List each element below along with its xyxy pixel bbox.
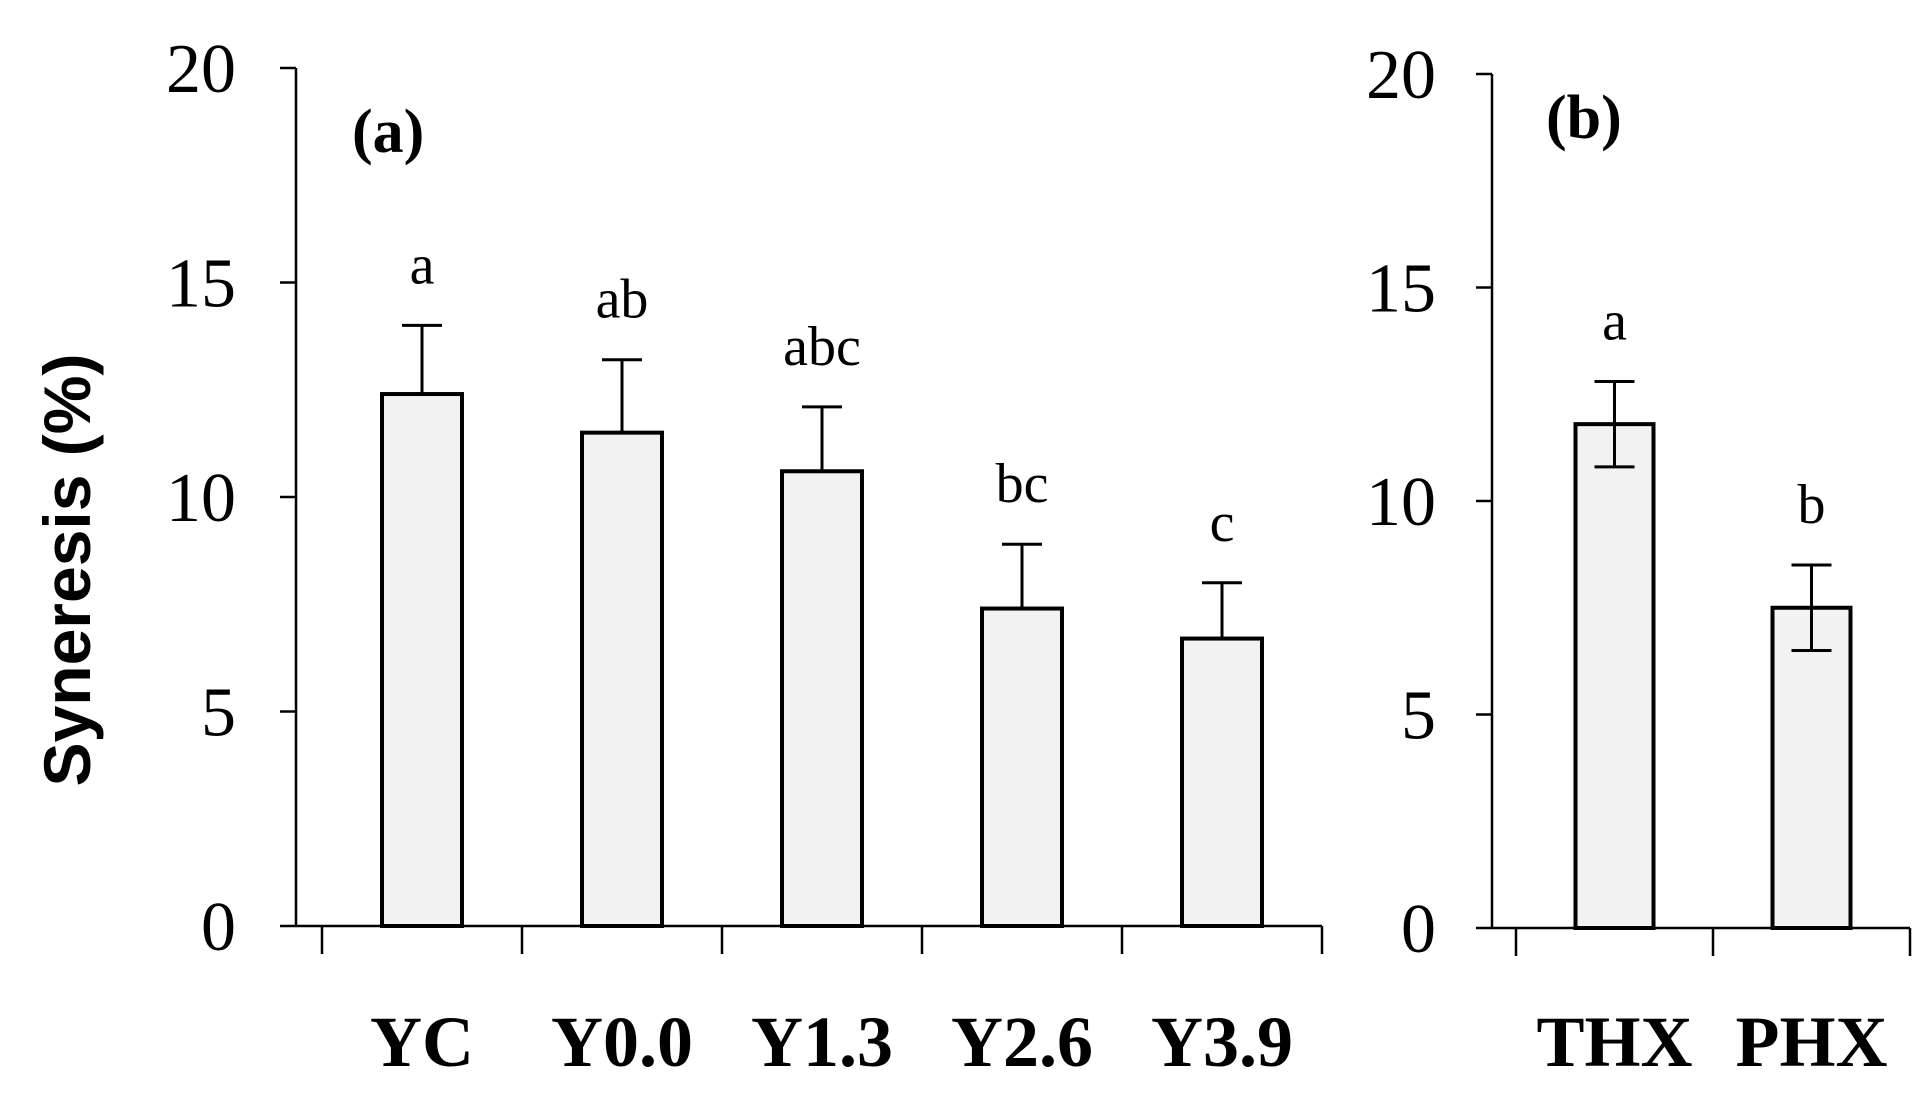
- y-tick-label-b-1: 5: [1401, 678, 1436, 755]
- y-tick-label-b-3: 15: [1366, 251, 1436, 328]
- x-tick-label-a-YC: YC: [370, 1002, 474, 1082]
- bar-a-YC: [380, 392, 464, 929]
- significance-letter-a-Y1.3: abc: [783, 316, 861, 378]
- significance-letter-a-YC: a: [410, 234, 435, 296]
- x-tick-label-a-Y0.0: Y0.0: [551, 1002, 693, 1082]
- panel-a-plot: 0 5 10 15 20 a YC ab Y0.0 abc Y1.3 bc Y2.6 c Y3.9: [166, 31, 1324, 1082]
- significance-letter-b-THX: a: [1602, 290, 1627, 352]
- x-tick-label-b-PHX: PHX: [1736, 1002, 1888, 1082]
- x-tick-label-a-Y1.3: Y1.3: [751, 1002, 893, 1082]
- y-tick-label-a-2: 10: [166, 460, 236, 537]
- bar-b-PHX: [1770, 605, 1853, 930]
- y-tick-label-a-1: 5: [201, 675, 236, 752]
- bar-a-Y0.0: [580, 430, 664, 928]
- significance-letter-a-Y3.9: c: [1210, 492, 1235, 554]
- panel-label-b: (b): [1546, 84, 1622, 152]
- bar-b-THX: [1573, 422, 1656, 930]
- panel-label-a: (a): [352, 98, 424, 166]
- x-tick-label-a-Y2.6: Y2.6: [951, 1002, 1093, 1082]
- bar-a-Y2.6: [980, 606, 1064, 928]
- x-tick-label-a-Y3.9: Y3.9: [1151, 1002, 1293, 1082]
- y-tick-label-b-2: 10: [1366, 464, 1436, 541]
- significance-letter-a-Y2.6: bc: [996, 453, 1049, 515]
- y-axis-label: Syneresis (%): [30, 354, 104, 787]
- panel-b-plot: 0 5 10 15 20 a THX b PHX: [1366, 37, 1912, 1082]
- y-tick-label-b-4: 20: [1366, 37, 1436, 114]
- significance-letter-a-Y0.0: ab: [596, 269, 649, 331]
- y-tick-label-a-0: 0: [201, 889, 236, 966]
- x-tick-label-b-THX: THX: [1536, 1002, 1692, 1082]
- bar-a-Y3.9: [1180, 636, 1264, 928]
- y-tick-label-b-0: 0: [1401, 891, 1436, 968]
- bar-a-Y1.3: [780, 469, 864, 928]
- y-tick-label-a-3: 15: [166, 246, 236, 323]
- significance-letter-b-PHX: b: [1798, 474, 1826, 536]
- y-tick-label-a-4: 20: [166, 31, 236, 108]
